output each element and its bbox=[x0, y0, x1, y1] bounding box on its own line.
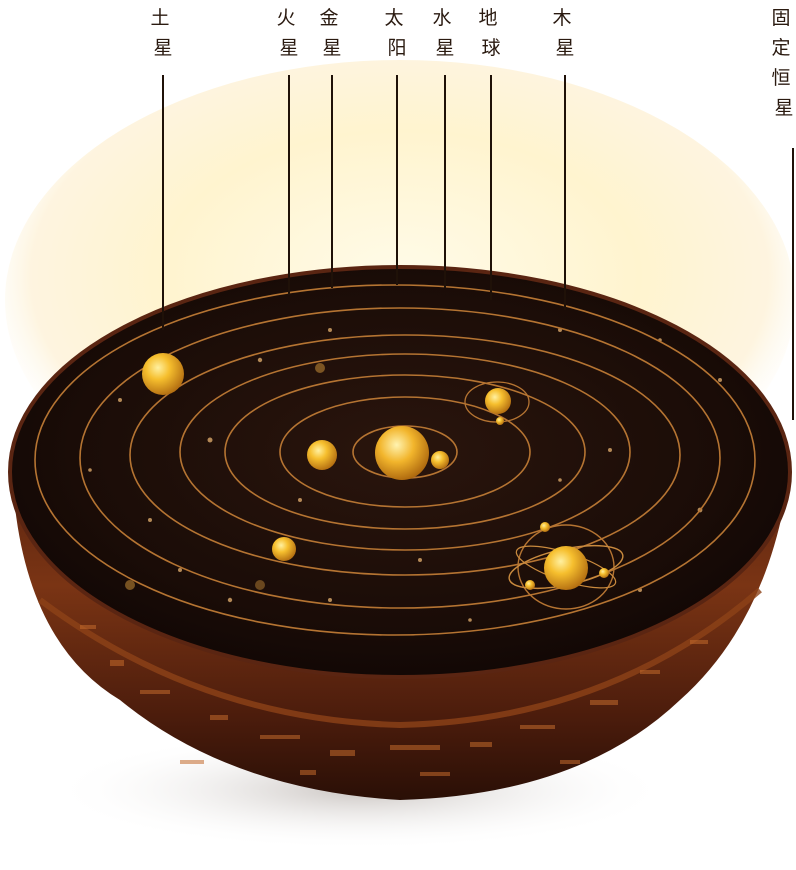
orbit-mercury bbox=[279, 396, 531, 508]
label-saturn: 土 星 bbox=[150, 7, 175, 59]
bowl-texture bbox=[80, 625, 708, 776]
labels: 土 星 火 星 金 星 太 阳 水 星 地 球 木 星 固 定 恒 bbox=[150, 7, 796, 119]
orbit-saturn bbox=[79, 307, 721, 609]
earth-planet bbox=[485, 388, 511, 414]
earth-system bbox=[464, 381, 530, 425]
label-fixed-stars: 固 定 恒 星 bbox=[771, 7, 796, 119]
mars-planet bbox=[272, 537, 296, 561]
orbit-fixed-stars bbox=[34, 284, 756, 636]
orbit-jupiter bbox=[129, 334, 681, 576]
moon bbox=[496, 417, 504, 425]
label-mercury: 水 星 bbox=[432, 7, 457, 59]
leader-lines bbox=[162, 75, 794, 420]
jupiter-system bbox=[508, 522, 624, 610]
bowl-band bbox=[38, 587, 762, 729]
mercury-planet bbox=[431, 451, 449, 469]
label-earth: 地 球 bbox=[478, 7, 503, 59]
label-mars: 火 星 bbox=[276, 7, 301, 59]
venus-planet bbox=[307, 440, 337, 470]
label-venus: 金 星 bbox=[319, 7, 344, 59]
label-jupiter: 木 星 bbox=[552, 7, 577, 59]
saturn-planet bbox=[142, 353, 184, 395]
sun-planet bbox=[375, 426, 429, 480]
label-sun: 太 阳 bbox=[384, 7, 409, 59]
orbit-mars bbox=[179, 353, 631, 551]
orbit-venus bbox=[224, 374, 586, 530]
jupiter-planet bbox=[544, 546, 588, 590]
